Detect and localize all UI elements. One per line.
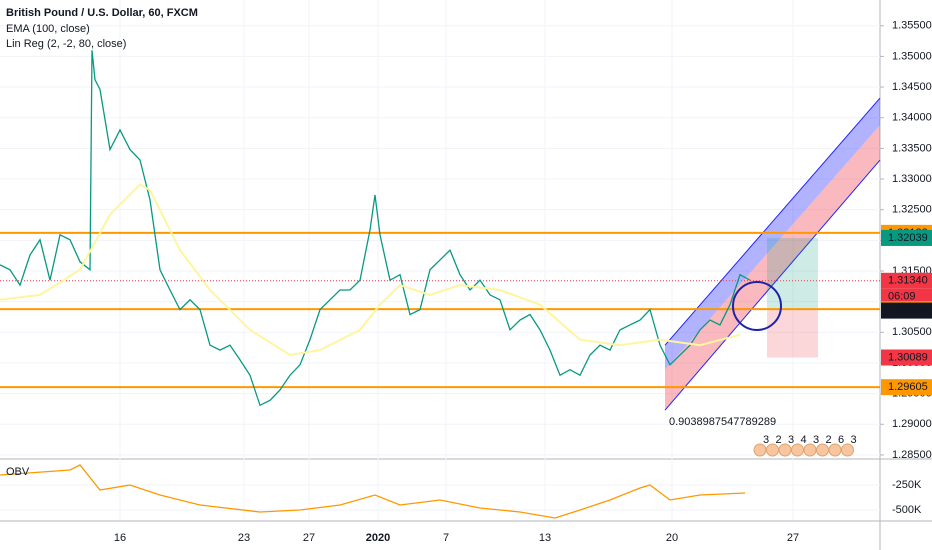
axes: 1.35500 1.35000 1.34500 1.34000 1.33500 1.330… xyxy=(114,20,932,544)
event-count: 3 xyxy=(763,434,769,446)
regression-lower-band xyxy=(665,125,880,411)
regression-edge xyxy=(664,159,881,411)
event-count: 3 xyxy=(813,434,819,446)
chart-title: British Pound / U.S. Dollar, 60, FXCM xyxy=(6,7,198,19)
x-tick-label: 2020 xyxy=(366,532,390,544)
ellipse-drawing xyxy=(732,281,782,331)
price-tag xyxy=(881,229,932,246)
price-tag xyxy=(881,288,932,305)
price-tag xyxy=(881,349,932,366)
price-tag xyxy=(881,302,932,319)
price-tag-label: 06:09 xyxy=(888,291,916,303)
event-count: 3 xyxy=(788,434,794,446)
y-tick-label: 1.29000 xyxy=(892,418,932,430)
price-tag-label: 1.32039 xyxy=(888,232,928,244)
event-count: 3 xyxy=(851,434,857,446)
indicator-label: EMA (100, close) xyxy=(6,23,90,35)
event-icon xyxy=(841,443,854,457)
y-tick-label: 1.30500 xyxy=(892,326,932,338)
price-tag xyxy=(881,272,932,289)
y-tick-label: 1.28500 xyxy=(892,449,932,461)
price-tag xyxy=(881,379,932,396)
y-tick-label: 1.34000 xyxy=(892,112,932,124)
obv-line xyxy=(0,464,746,519)
x-tick-label: 20 xyxy=(666,532,678,544)
y-tick-label: 1.34500 xyxy=(892,81,932,93)
y-tick-label: 1.35500 xyxy=(892,20,932,32)
x-tick-label: 16 xyxy=(114,532,126,544)
price-line xyxy=(0,50,751,407)
event-count: 2 xyxy=(776,434,782,446)
position-stop xyxy=(767,309,818,358)
position-target xyxy=(767,237,818,310)
price-tag-label: 1.30089 xyxy=(888,351,928,363)
obv-tick-label: -500K xyxy=(892,504,922,516)
plot: 0.9038987547789289 xyxy=(0,0,881,520)
x-tick-label: 13 xyxy=(539,532,551,544)
regression-label: 0.9038987547789289 xyxy=(669,416,776,428)
x-tick-label: 27 xyxy=(787,532,799,544)
price-tag-label: 1.31340 xyxy=(888,275,928,287)
event-count: 2 xyxy=(826,434,832,446)
regression-edge xyxy=(664,97,881,346)
obv-title: OBV xyxy=(6,466,30,478)
event-count: 4 xyxy=(801,434,807,446)
x-tick-label: 7 xyxy=(443,532,449,544)
event-count: 6 xyxy=(838,434,844,446)
ema-line xyxy=(0,183,741,357)
indicator-label: Lin Reg (2, -2, 80, close) xyxy=(6,38,126,50)
x-tick-label: 23 xyxy=(238,532,250,544)
y-tick-label: 1.32500 xyxy=(892,204,932,216)
price-tag-label: 1.29605 xyxy=(888,381,928,393)
y-tick-label: 1.33000 xyxy=(892,173,932,185)
regression-upper-band xyxy=(665,98,880,370)
price-tag-label: 1.30854 xyxy=(888,305,928,317)
y-tick-label: 1.33500 xyxy=(892,142,932,154)
y-tick-label: 1.35000 xyxy=(892,50,932,62)
x-tick-label: 27 xyxy=(303,532,315,544)
obv-tick-label: -250K xyxy=(892,479,922,491)
